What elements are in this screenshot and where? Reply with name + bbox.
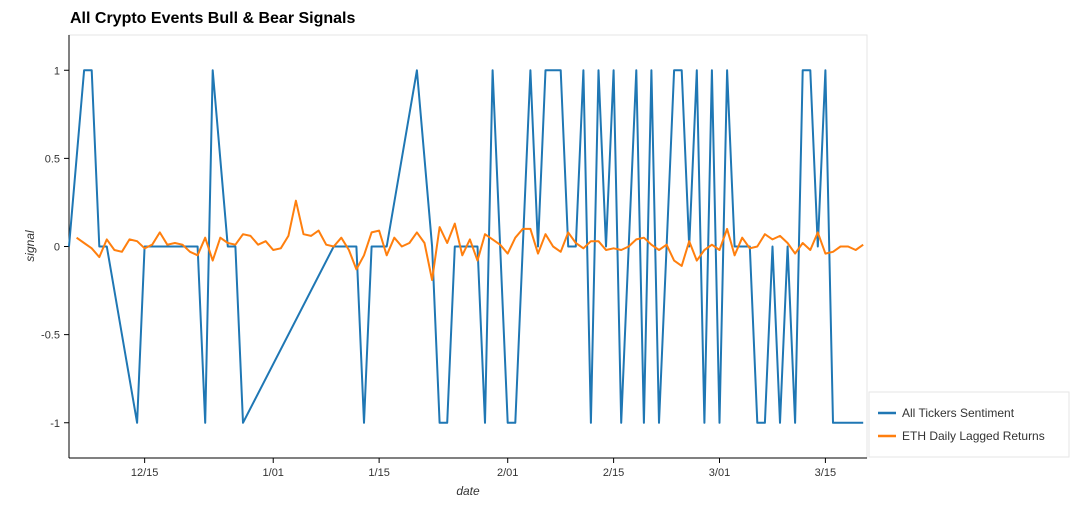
y-axis-label: signal bbox=[23, 230, 37, 262]
x-tick-label: 2/01 bbox=[497, 467, 518, 479]
x-tick-label: 2/15 bbox=[603, 467, 624, 479]
x-tick-label: 1/01 bbox=[263, 467, 284, 479]
x-axis-label: date bbox=[456, 484, 480, 498]
x-tick-label: 1/15 bbox=[368, 467, 389, 479]
legend-label-0: All Tickers Sentiment bbox=[902, 406, 1015, 420]
x-tick-label: 3/01 bbox=[709, 467, 730, 479]
y-tick-label: 1 bbox=[54, 65, 60, 77]
y-ticks: 1 0.5 0 -0.5 -1 bbox=[41, 65, 69, 430]
series-line-1 bbox=[76, 199, 864, 281]
y-tick-label: -0.5 bbox=[41, 330, 60, 342]
y-tick-label: 0.5 bbox=[45, 153, 60, 165]
legend-label-1: ETH Daily Lagged Returns bbox=[902, 429, 1045, 443]
chart-title: All Crypto Events Bull & Bear Signals bbox=[70, 10, 356, 27]
series-lines bbox=[68, 69, 864, 424]
x-tick-label: 12/15 bbox=[131, 467, 159, 479]
legend-box bbox=[868, 391, 1070, 458]
x-tick-label: 3/15 bbox=[815, 467, 836, 479]
x-ticks: 12/15 1/01 1/15 2/01 2/15 3/01 3/15 bbox=[131, 458, 836, 479]
series-line-0 bbox=[68, 69, 864, 424]
y-tick-label: 0 bbox=[54, 242, 60, 254]
legend: All Tickers Sentiment ETH Daily Lagged Re… bbox=[868, 391, 1070, 458]
y-tick-label: -1 bbox=[50, 418, 60, 430]
